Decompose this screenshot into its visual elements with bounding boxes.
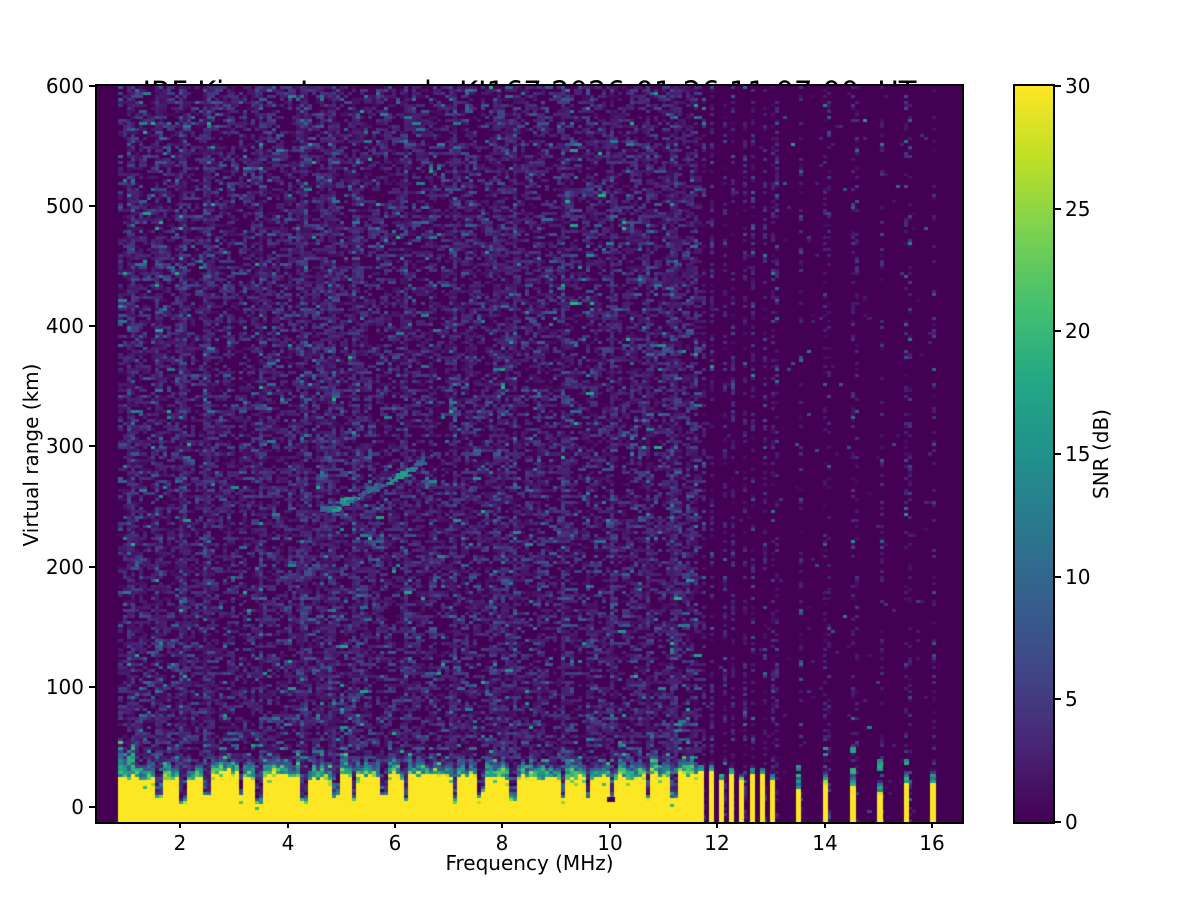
y-tick-label: 100: [45, 675, 84, 699]
y-tick-mark: [89, 85, 95, 87]
x-tick-mark: [394, 822, 396, 828]
y-tick-mark: [89, 445, 95, 447]
y-tick-label: 600: [45, 74, 84, 98]
y-tick-mark: [89, 566, 95, 568]
x-tick-label: 8: [495, 831, 509, 855]
colorbar-tick-mark: [1055, 576, 1061, 578]
y-tick-mark: [89, 806, 95, 808]
y-tick-label: 0: [71, 795, 84, 819]
y-tick-mark: [89, 686, 95, 688]
colorbar-tick-mark: [1055, 85, 1061, 87]
colorbar-tick-label: 25: [1065, 197, 1091, 221]
y-tick-label: 200: [45, 555, 84, 579]
colorbar-tick-mark: [1055, 330, 1061, 332]
colorbar-gradient: [1015, 86, 1053, 822]
colorbar-tick-mark: [1055, 453, 1061, 455]
x-tick-label: 14: [812, 831, 838, 855]
x-tick-mark: [824, 822, 826, 828]
x-tick-mark: [931, 822, 933, 828]
x-tick-mark: [179, 822, 181, 828]
colorbar-tick-mark: [1055, 698, 1061, 700]
colorbar-label: SNR (dB): [1089, 409, 1113, 499]
y-axis-label: Virtual range (km): [19, 363, 43, 547]
y-tick-label: 300: [45, 434, 84, 458]
x-tick-mark: [716, 822, 718, 828]
colorbar-tick-label: 30: [1065, 74, 1091, 98]
x-tick-label: 4: [281, 831, 295, 855]
colorbar-tick-label: 0: [1065, 810, 1078, 834]
x-axis-label: Frequency (MHz): [445, 851, 614, 875]
colorbar-tick-label: 15: [1065, 442, 1091, 466]
x-tick-mark: [609, 822, 611, 828]
x-tick-label: 16: [919, 831, 945, 855]
x-tick-mark: [501, 822, 503, 828]
ionogram-heatmap: [97, 86, 962, 822]
colorbar-tick-mark: [1055, 208, 1061, 210]
y-tick-label: 400: [45, 314, 84, 338]
x-tick-label: 2: [173, 831, 187, 855]
colorbar-tick-label: 5: [1065, 687, 1078, 711]
x-tick-label: 6: [388, 831, 402, 855]
y-tick-mark: [89, 205, 95, 207]
x-tick-label: 10: [597, 831, 623, 855]
y-tick-label: 500: [45, 194, 84, 218]
colorbar-tick-mark: [1055, 821, 1061, 823]
colorbar: [1013, 84, 1055, 824]
colorbar-tick-label: 10: [1065, 565, 1091, 589]
colorbar-tick-label: 20: [1065, 319, 1091, 343]
x-tick-label: 12: [704, 831, 730, 855]
y-tick-mark: [89, 325, 95, 327]
plot-frame: [95, 84, 964, 824]
x-tick-mark: [287, 822, 289, 828]
